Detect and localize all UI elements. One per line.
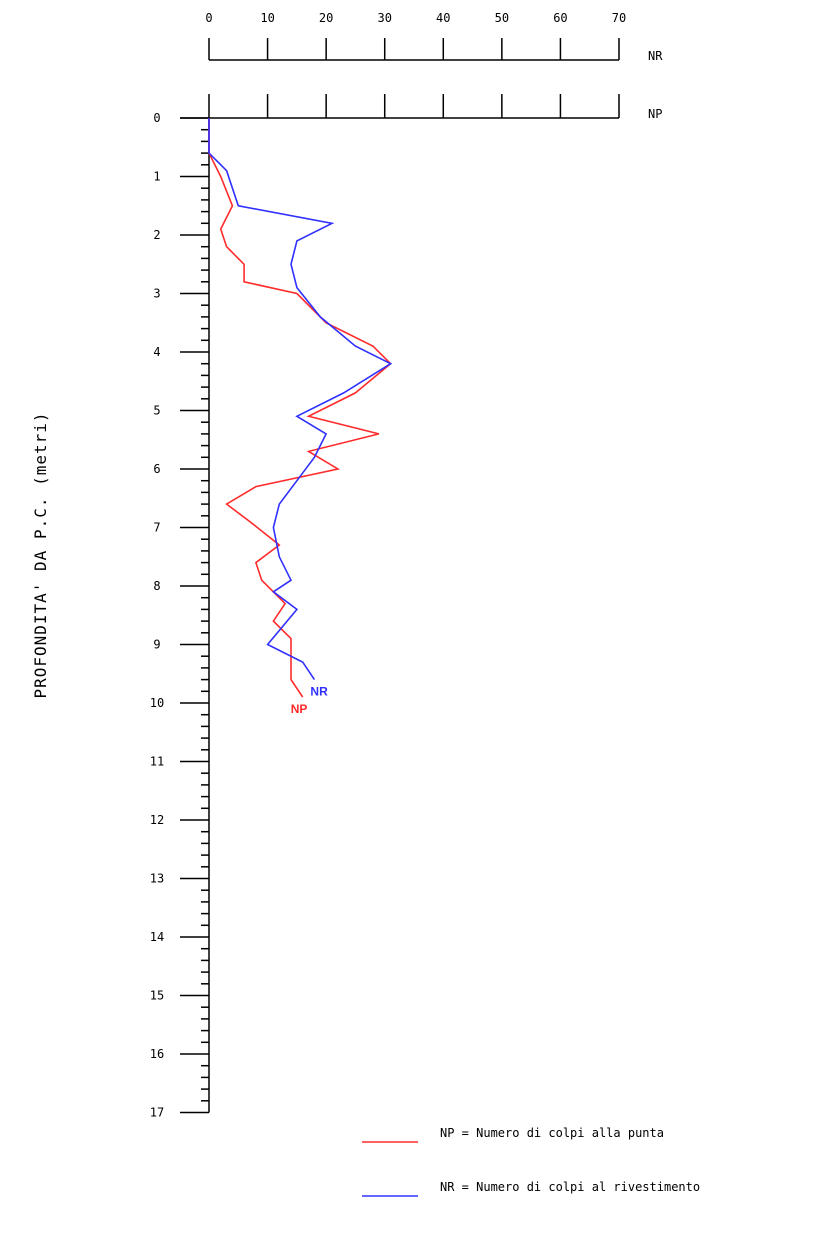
nr-x-axis: 0 10 20 30 40 50 60 70 NR [205,11,663,63]
depth-tick-label: 13 [150,872,164,886]
y-axis-label: PROFONDITA' DA P.C. (metri) [31,411,50,698]
nr-axis-tick-label: 20 [319,11,333,25]
nr-axis-tick-label: 50 [495,11,509,25]
depth-tick-label: 3 [153,287,160,301]
depth-tick-label: 7 [153,521,160,535]
nr-axis-tick-label: 10 [260,11,274,25]
depth-tick-label: 14 [150,930,164,944]
series-nr-line [208,118,393,681]
depth-tick-label: 1 [153,170,160,184]
series-nr-end-label: NR [310,685,328,699]
nr-axis-tick-label: 40 [436,11,450,25]
depth-tick-label: 8 [153,579,160,593]
nr-axis-tick-label: 60 [553,11,567,25]
depth-tick-label: 17 [150,1106,164,1120]
depth-tick-label: 5 [153,404,160,418]
series-np-end-label: NP [291,702,308,716]
nr-axis-tick-label: 70 [612,11,626,25]
depth-tick-label: 4 [153,345,160,359]
depth-tick-label: 12 [150,813,164,827]
depth-tick-label: 11 [150,755,164,769]
np-x-axis: NP [180,94,662,121]
depth-tick-label: 9 [153,638,160,652]
series-np-line [208,118,392,698]
depth-tick-label: 10 [150,696,164,710]
depth-tick-label: 16 [150,1047,164,1061]
depth-tick-label: 15 [150,989,164,1003]
depth-tick-label: 6 [153,462,160,476]
legend-np-label: NP = Numero di colpi alla punta [440,1126,664,1140]
depth-tick-label: 2 [153,228,160,242]
nr-axis-name: NR [648,49,663,63]
legend: NP = Numero di colpi alla punta NR = Nume… [362,1126,700,1197]
np-axis-name: NP [648,107,662,121]
depth-tick-label: 0 [153,111,160,125]
nr-axis-tick-label: 30 [377,11,391,25]
nr-axis-tick-label: 0 [205,11,212,25]
legend-nr-label: NR = Numero di colpi al rivestimento [440,1180,700,1194]
